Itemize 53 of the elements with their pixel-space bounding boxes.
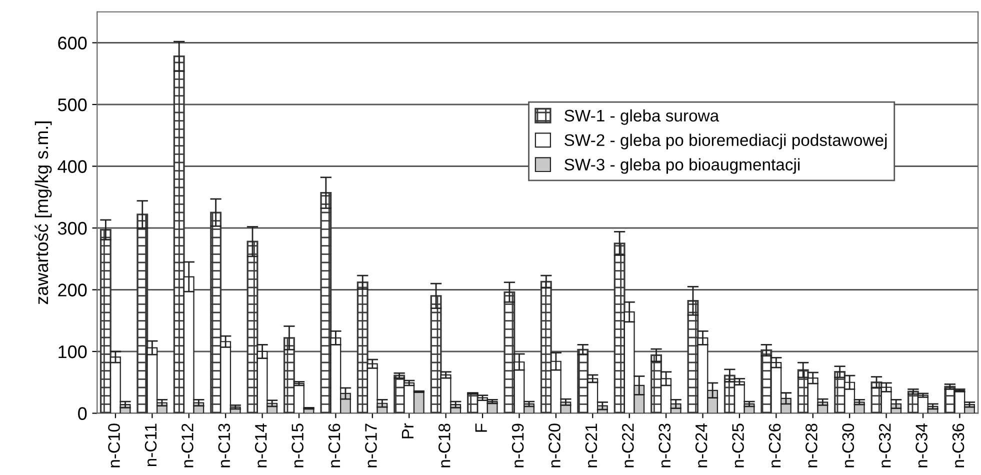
x-tick-label: n-C12: [182, 424, 194, 468]
bar: [283, 337, 295, 414]
bar: [100, 229, 112, 414]
bar: [944, 386, 956, 414]
bar: [540, 280, 552, 414]
y-tick-label: 600: [58, 36, 87, 50]
x-tick-label: n-C22: [622, 424, 634, 468]
x-tick-label: n-C24: [695, 423, 708, 468]
x-tick-label: n-C26: [768, 424, 781, 468]
x-tick-label: Pr: [402, 423, 414, 438]
bar: [504, 291, 516, 414]
x-tick-label: n-C10: [108, 424, 120, 468]
bar: [356, 282, 368, 414]
bar: [394, 374, 406, 414]
x-tick-label: n-C20: [548, 424, 560, 468]
x-tick-label: n-C36: [952, 424, 964, 468]
y-tick-label: 400: [58, 160, 87, 173]
x-tick-label: n-C34: [916, 423, 928, 468]
legend-label: SW-1 - gleba surowa: [564, 109, 720, 125]
y-axis-title: zawartość [mg/kg s.m.]: [34, 122, 52, 304]
y-tick-label: 0: [78, 407, 87, 420]
bar: [246, 240, 258, 414]
y-tick-label: 300: [58, 222, 87, 235]
bar: [687, 300, 699, 414]
bar: [650, 354, 662, 414]
bar: [210, 212, 222, 414]
x-tick-label: n-C19: [512, 424, 524, 468]
bar: [760, 349, 772, 414]
bar: [430, 295, 442, 414]
x-tick-label: n-C17: [365, 424, 377, 468]
y-tick-label: 200: [58, 284, 87, 296]
bar: [614, 242, 626, 414]
x-tick-label: n-C21: [585, 424, 598, 468]
x-tick-label: n-C32: [878, 424, 891, 468]
bar: [320, 192, 332, 414]
x-tick-label: n-C15: [292, 424, 304, 468]
x-tick-label: n-C13: [218, 424, 230, 468]
x-tick-label: n-C11: [144, 424, 157, 466]
x-tick-label: n-C18: [438, 424, 450, 468]
legend-label: SW-2 - gleba po bioremediacji podstawowej: [564, 134, 887, 150]
x-tick-label: F: [475, 424, 487, 432]
x-tick-label: n-C28: [806, 424, 818, 468]
bar: [577, 348, 589, 414]
y-tick-label: 500: [58, 98, 87, 112]
legend-label: SW-3 - gleba po bioaugmentacji: [564, 158, 800, 174]
x-tick-label: n-C14: [254, 423, 267, 468]
x-tick-label: n-C16: [328, 424, 340, 468]
x-tick-label: n-C25: [732, 424, 744, 468]
x-tick-label: n-C23: [658, 424, 671, 468]
x-tick-label: n-C30: [842, 424, 854, 468]
y-tick-label: 100: [58, 345, 87, 358]
bar: [136, 214, 148, 414]
bar: [173, 56, 185, 414]
